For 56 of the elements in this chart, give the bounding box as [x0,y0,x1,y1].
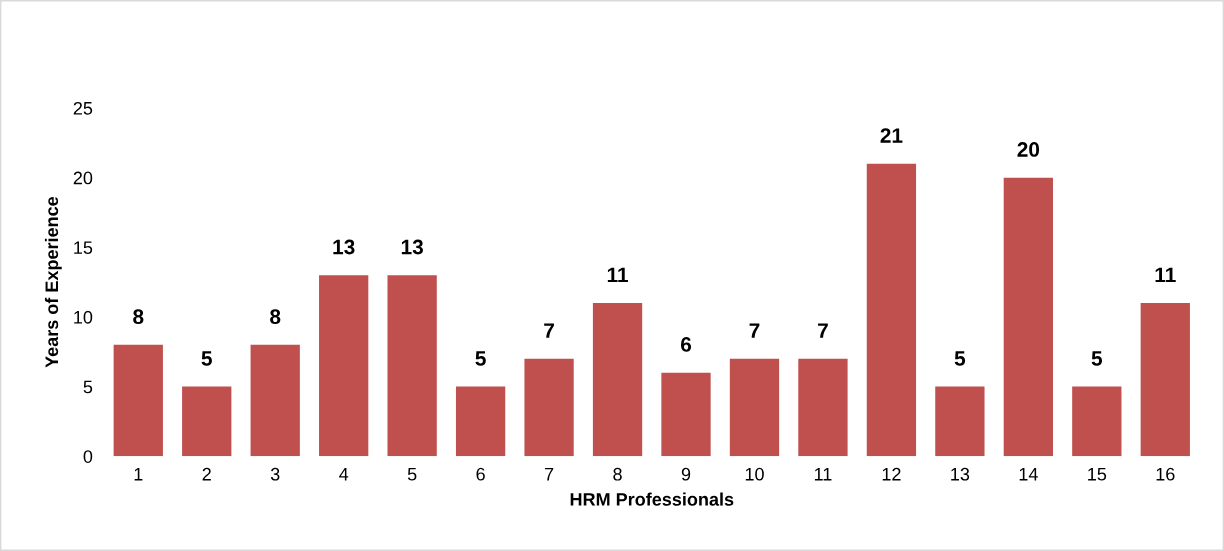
x-tick-label: 14 [1019,468,1038,481]
bar [319,275,369,457]
bar [524,358,574,457]
y-axis-title: Years of Experience [44,196,62,368]
data-label: 13 [333,239,355,255]
bar [935,386,985,457]
data-label: 5 [475,351,486,366]
data-label: 7 [818,323,828,338]
bar [866,163,917,457]
x-tick-label: 12 [882,467,901,481]
y-tick-label: 20 [73,171,93,185]
bar [113,344,163,457]
y-tick-label: 15 [74,241,93,255]
bar [455,386,506,457]
x-tick-label: 6 [476,467,485,481]
bar [387,275,437,457]
x-tick-label: 9 [681,467,691,481]
data-label: 11 [607,267,628,283]
x-tick-label: 5 [407,468,417,481]
data-label: 21 [880,128,903,143]
x-tick-label: 15 [1088,468,1107,481]
data-label: 6 [680,337,692,352]
data-label: 7 [749,323,760,338]
data-label: 5 [201,351,212,366]
y-tick-label: 5 [83,380,93,394]
data-label: 8 [270,309,281,325]
data-label: 5 [954,351,966,366]
bar [798,358,848,457]
x-tick-label: 1 [134,468,143,481]
bar [1003,177,1053,457]
bar [182,386,232,457]
y-tick-label: 10 [74,310,93,324]
data-label: 8 [133,309,144,325]
x-tick-label: 3 [270,467,280,481]
bar [661,372,711,457]
bar [1140,303,1190,457]
y-tick-label: 0 [83,450,93,463]
x-tick-label: 7 [544,468,554,481]
bar [250,344,300,457]
x-tick-label: 10 [745,467,764,481]
y-tick-label: 25 [73,101,93,115]
x-tick-label: 8 [613,467,622,481]
bar [592,303,643,457]
data-label: 13 [401,239,423,255]
x-tick-label: 2 [202,467,211,481]
x-tick-label: 13 [951,467,970,481]
x-axis-title: HRM Professionals [570,492,734,506]
x-tick-label: 11 [814,468,832,481]
x-tick-label: 4 [339,468,349,481]
data-label: 11 [1155,267,1176,283]
data-label: 7 [544,323,554,338]
data-label: 5 [1091,351,1103,366]
data-label: 20 [1017,142,1040,157]
bar [729,358,780,457]
x-tick-label: 16 [1156,467,1175,481]
bar [1072,386,1122,457]
